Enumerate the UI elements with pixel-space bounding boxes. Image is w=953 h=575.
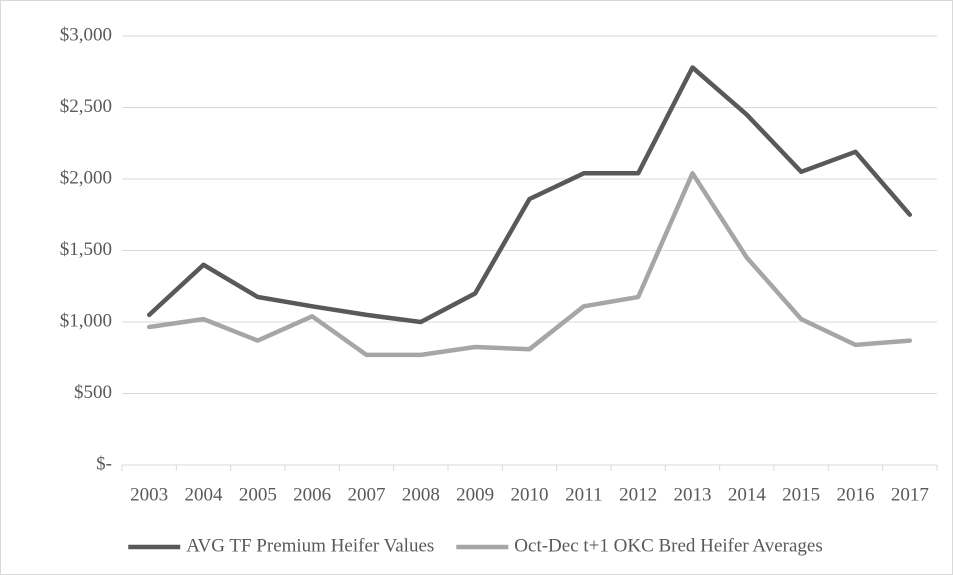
series-line — [146, 65, 913, 325]
x-tick-label: 2013 — [674, 484, 712, 505]
x-tick-label: 2007 — [348, 484, 386, 505]
x-tick-label: 2005 — [239, 484, 277, 505]
x-tick-label: 2017 — [891, 484, 929, 505]
y-tick-label: $1,500 — [60, 239, 112, 260]
y-tick-label: $1,000 — [60, 310, 112, 331]
x-tick-label: 2010 — [511, 484, 549, 505]
x-tick-label: 2006 — [293, 484, 331, 505]
legend-label: Oct-Dec t+1 OKC Bred Heifer Averages — [514, 535, 822, 556]
x-tick-label: 2009 — [456, 484, 494, 505]
x-tick-label: 2016 — [837, 484, 875, 505]
y-tick-label: $2,000 — [60, 167, 112, 188]
series-line — [146, 171, 913, 358]
y-tick-label: $- — [96, 453, 112, 474]
x-tick-label: 2003 — [130, 484, 168, 505]
y-tick-label: $3,000 — [60, 24, 112, 45]
x-tick-label: 2008 — [402, 484, 440, 505]
x-tick-label: 2015 — [782, 484, 820, 505]
legend-label: AVG TF Premium Heifer Values — [186, 535, 434, 556]
y-tick-label: $2,500 — [60, 96, 112, 117]
x-tick-label: 2004 — [185, 484, 224, 505]
x-tick-label: 2014 — [728, 484, 767, 505]
x-tick-label: 2011 — [565, 484, 602, 505]
x-tick-label: 2012 — [619, 484, 657, 505]
y-tick-label: $500 — [74, 382, 112, 403]
